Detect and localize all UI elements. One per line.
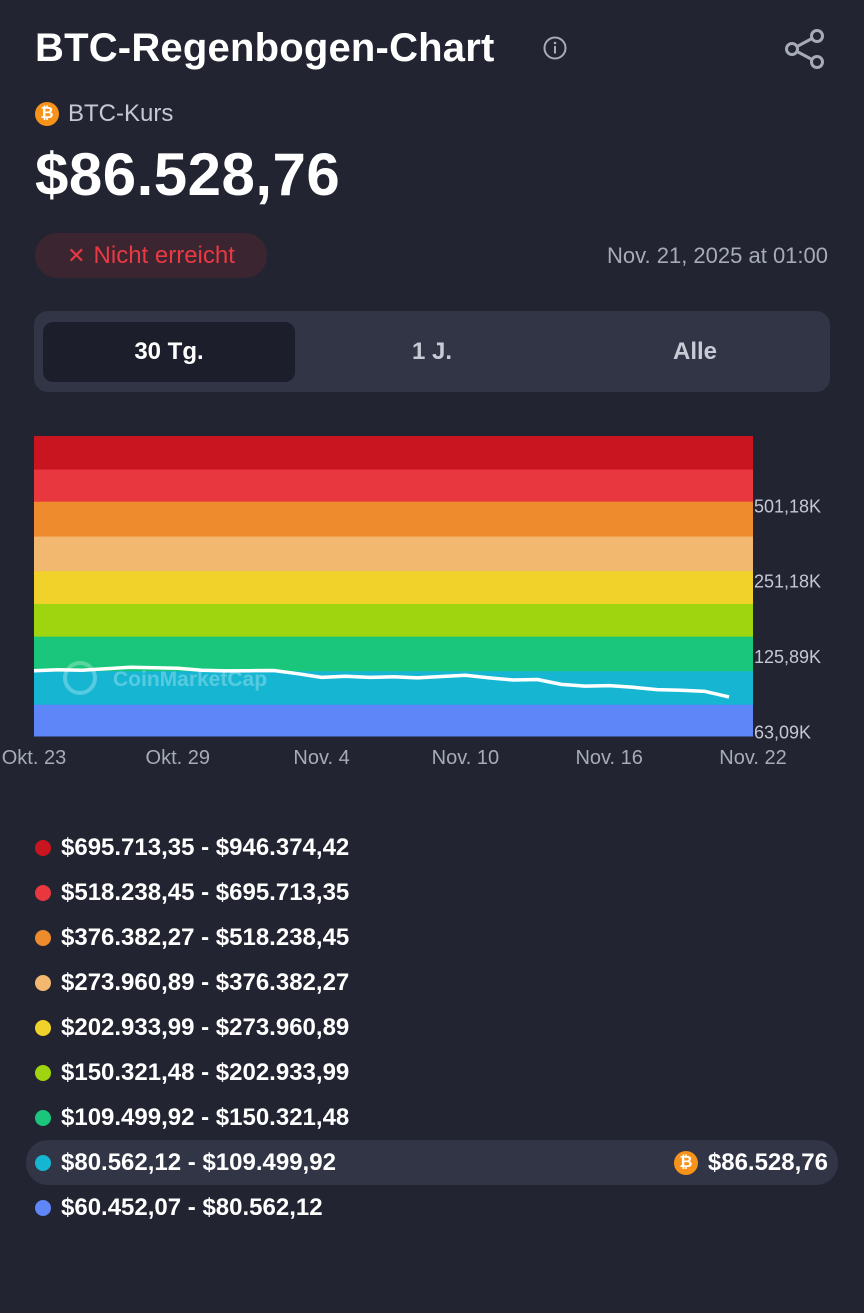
- tab-1-year[interactable]: 1 J.: [411, 338, 453, 365]
- legend-row: $150.321,48 - $202.933,99: [26, 1050, 838, 1095]
- legend-row: $518.238,45 - $695.713,35: [26, 870, 838, 915]
- rainbow-band-3: [34, 536, 753, 572]
- legend-color-dot: [35, 1199, 51, 1216]
- rainbow-band-0: [34, 436, 753, 471]
- timeframe-tabs: 30 Tg. 1 J. Alle: [34, 311, 830, 392]
- legend-range: $109.499,92 - $150.321,48: [61, 1103, 350, 1131]
- legend-color-dot: [35, 929, 51, 946]
- x-axis-label: Nov. 22: [719, 747, 786, 769]
- legend-color-dot: [35, 1019, 51, 1036]
- y-axis-label: 125,89K: [754, 647, 821, 667]
- btc-price: $86.528,76: [35, 141, 341, 208]
- status-badge: ✕ Nicht erreicht: [35, 233, 267, 278]
- legend-row: $202.933,99 - $273.960,89: [26, 1005, 838, 1050]
- legend-range: $202.933,99 - $273.960,89: [61, 1013, 350, 1041]
- legend-range: $150.321,48 - $202.933,99: [61, 1058, 350, 1086]
- timestamp: Nov. 21, 2025 at 01:00: [607, 243, 828, 268]
- legend-row: $60.452,07 - $80.562,12: [26, 1185, 838, 1230]
- rainbow-chart[interactable]: CoinMarketCap 501,18K 251,18K 125,89K 63,09…: [0, 420, 864, 780]
- x-axis-label: Nov. 10: [432, 747, 499, 769]
- price-label: BTC-Kurs: [68, 100, 174, 127]
- legend-color-dot: [35, 1109, 51, 1126]
- legend-color-dot: [35, 839, 51, 856]
- legend-color-dot: [35, 974, 51, 991]
- rainbow-band-2: [34, 501, 753, 538]
- legend-row: $695.713,35 - $946.374,42: [26, 825, 838, 870]
- x-axis-label: Nov. 4: [293, 747, 349, 769]
- page-title: BTC-Regenbogen-Chart: [35, 26, 495, 70]
- legend-color-dot: [35, 1154, 51, 1171]
- legend-range: $60.452,07 - $80.562,12: [61, 1193, 323, 1221]
- legend-row: $376.382,27 - $518.238,45: [26, 915, 838, 960]
- legend-range: $273.960,89 - $376.382,27: [61, 968, 350, 996]
- watermark-text: CoinMarketCap: [113, 668, 267, 691]
- legend-range: $80.562,12 - $109.499,92: [61, 1148, 336, 1176]
- bitcoin-icon: ₿: [35, 102, 59, 126]
- legend-current-value: $86.528,76: [707, 1148, 828, 1176]
- legend-row-current: $80.562,12 - $109.499,92 ₿ $86.528,76: [26, 1140, 838, 1185]
- close-icon: ✕: [67, 242, 86, 268]
- y-axis-label: 251,18K: [754, 572, 821, 592]
- legend-color-dot: [35, 1064, 51, 1081]
- info-circle-icon[interactable]: [543, 36, 567, 60]
- tab-30-days[interactable]: 30 Tg.: [43, 322, 295, 382]
- tab-all[interactable]: Alle: [672, 338, 717, 365]
- legend-row: $273.960,89 - $376.382,27: [26, 960, 838, 1005]
- legend-range: $376.382,27 - $518.238,45: [61, 923, 350, 951]
- rainbow-band-5: [34, 603, 753, 638]
- bitcoin-icon: ₿: [673, 1150, 698, 1175]
- rainbow-band-4: [34, 571, 753, 605]
- watermark: CoinMarketCap: [63, 661, 267, 695]
- legend-range: $518.238,45 - $695.713,35: [61, 878, 350, 906]
- legend-current-price: ₿ $86.528,76: [673, 1140, 828, 1185]
- rainbow-band-6: [34, 636, 753, 672]
- legend-row: $109.499,92 - $150.321,48: [26, 1095, 838, 1140]
- status-label: Nicht erreicht: [93, 241, 235, 269]
- legend-color-dot: [35, 884, 51, 901]
- y-axis-label: 501,18K: [754, 496, 821, 516]
- price-line: [33, 665, 730, 699]
- x-axis-label: Okt. 23: [2, 747, 66, 769]
- rainbow-band-8: [34, 704, 753, 737]
- y-axis-label: 63,09K: [754, 722, 811, 742]
- x-axis-label: Nov. 16: [575, 747, 642, 769]
- x-axis-label: Okt. 29: [146, 747, 210, 769]
- legend-range: $695.713,35 - $946.374,42: [61, 833, 350, 861]
- band-legend: $695.713,35 - $946.374,42 $518.238,45 - $…: [26, 825, 838, 1230]
- rainbow-band-1: [34, 469, 753, 503]
- share-icon[interactable]: [784, 28, 826, 70]
